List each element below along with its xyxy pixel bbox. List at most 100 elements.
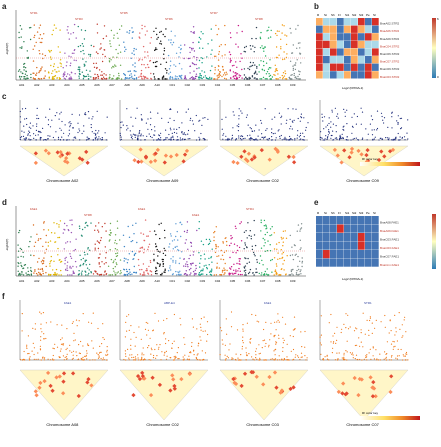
heatmap-row-label: BnaA09.FAE1	[380, 229, 399, 233]
regional-snp	[64, 356, 66, 358]
snp-point	[282, 78, 284, 80]
snp-point	[222, 258, 225, 261]
snp-point	[245, 230, 247, 232]
regional-snp	[49, 135, 51, 137]
snp-point	[77, 45, 80, 48]
snp-point	[273, 232, 275, 234]
regional-snp	[195, 356, 197, 359]
panel-f: f FAE1 ABP-E4 FAE1 STR1 Chromosome A08 Chrom…	[0, 290, 441, 442]
regional-snp	[65, 348, 67, 351]
snp-point	[276, 273, 278, 275]
regional-snp	[35, 139, 37, 141]
regional-snp	[165, 358, 168, 360]
regional-snp	[382, 119, 384, 121]
regional-snp	[305, 129, 307, 131]
regional-snp	[71, 351, 73, 353]
snp-point	[101, 71, 103, 73]
snp-point	[228, 272, 230, 274]
snp-point	[292, 268, 294, 271]
snp-point	[138, 251, 140, 253]
snp-point	[203, 253, 206, 255]
regional-snp	[344, 115, 346, 117]
regional-snp	[47, 119, 50, 121]
snp-point	[96, 23, 99, 25]
snp-point	[149, 59, 152, 62]
snp-point	[250, 65, 252, 67]
regional-snp	[77, 122, 79, 124]
snp-point	[159, 251, 161, 253]
regional-snp	[371, 129, 373, 131]
regional-snp	[98, 355, 100, 357]
snp-point	[66, 267, 68, 269]
snp-point	[233, 64, 235, 67]
snp-point	[216, 255, 218, 258]
regional-snp	[74, 136, 76, 138]
regional-snp	[158, 139, 160, 141]
snp-point	[191, 262, 193, 265]
regional-snp	[342, 136, 344, 139]
heatmap-cell	[351, 48, 358, 56]
regional-snp	[343, 323, 345, 325]
regional-snp	[207, 333, 209, 336]
regional-snp	[91, 118, 93, 120]
panel-d: d -log10(P) A01 A02 A03 A04 A05 A06 A07 A08 A09 A…	[0, 196, 312, 288]
regional-snp	[324, 138, 326, 140]
regional-snp	[106, 346, 108, 348]
snp-point	[81, 228, 84, 231]
snp-point	[87, 274, 89, 276]
regional-snp	[394, 139, 396, 141]
snp-point	[109, 74, 111, 76]
chrom-label: C01	[170, 279, 176, 283]
snp-point	[128, 268, 131, 271]
heatmap-cell	[330, 33, 337, 41]
regional-snp	[176, 132, 178, 134]
snp-point	[81, 270, 83, 272]
snp-point	[117, 52, 119, 55]
regional-snp	[66, 353, 68, 355]
regional-snp	[333, 139, 335, 141]
snp-point	[213, 55, 216, 57]
snp-point	[77, 274, 80, 276]
regional-snp	[256, 320, 258, 322]
regional-snp	[101, 137, 103, 139]
regional-snp	[340, 331, 342, 334]
snp-point	[269, 228, 272, 230]
regional-snp	[296, 137, 298, 139]
snp-point	[33, 72, 35, 75]
regional-snp	[320, 315, 322, 317]
regional-snp	[179, 137, 181, 139]
snp-point	[85, 61, 87, 63]
regional-snp	[92, 359, 94, 361]
regional-snp	[204, 352, 207, 354]
regional-snp	[297, 130, 299, 132]
snp-point	[251, 76, 254, 78]
regional-snp	[239, 359, 241, 361]
snp-point	[200, 240, 203, 242]
snp-point	[124, 50, 126, 52]
regional-snp	[322, 139, 324, 141]
regional-snp	[86, 139, 88, 141]
snp-point	[294, 68, 297, 71]
regional-snp	[44, 139, 46, 141]
regional-snp	[78, 320, 80, 322]
regional-snp	[32, 125, 34, 127]
regional-snp	[342, 128, 344, 131]
snp-point	[184, 44, 186, 46]
heatmap-col-label: Si3	[359, 211, 364, 215]
regional-snp	[379, 359, 381, 361]
snp-point	[243, 248, 245, 250]
regional-snp	[50, 359, 52, 361]
regional-snp	[73, 332, 75, 334]
snp-point	[245, 45, 247, 48]
regional-snp	[196, 139, 198, 141]
snp-point	[155, 233, 157, 236]
heatmap-col-label: Sl	[373, 211, 376, 215]
regional-snp	[126, 315, 128, 317]
snp-point	[283, 51, 285, 53]
snp-point	[299, 47, 301, 49]
ld-block	[55, 150, 60, 155]
regional-snp	[54, 139, 56, 141]
regional-snp	[76, 325, 78, 327]
snp-point	[208, 264, 210, 266]
ld-block	[61, 371, 67, 376]
